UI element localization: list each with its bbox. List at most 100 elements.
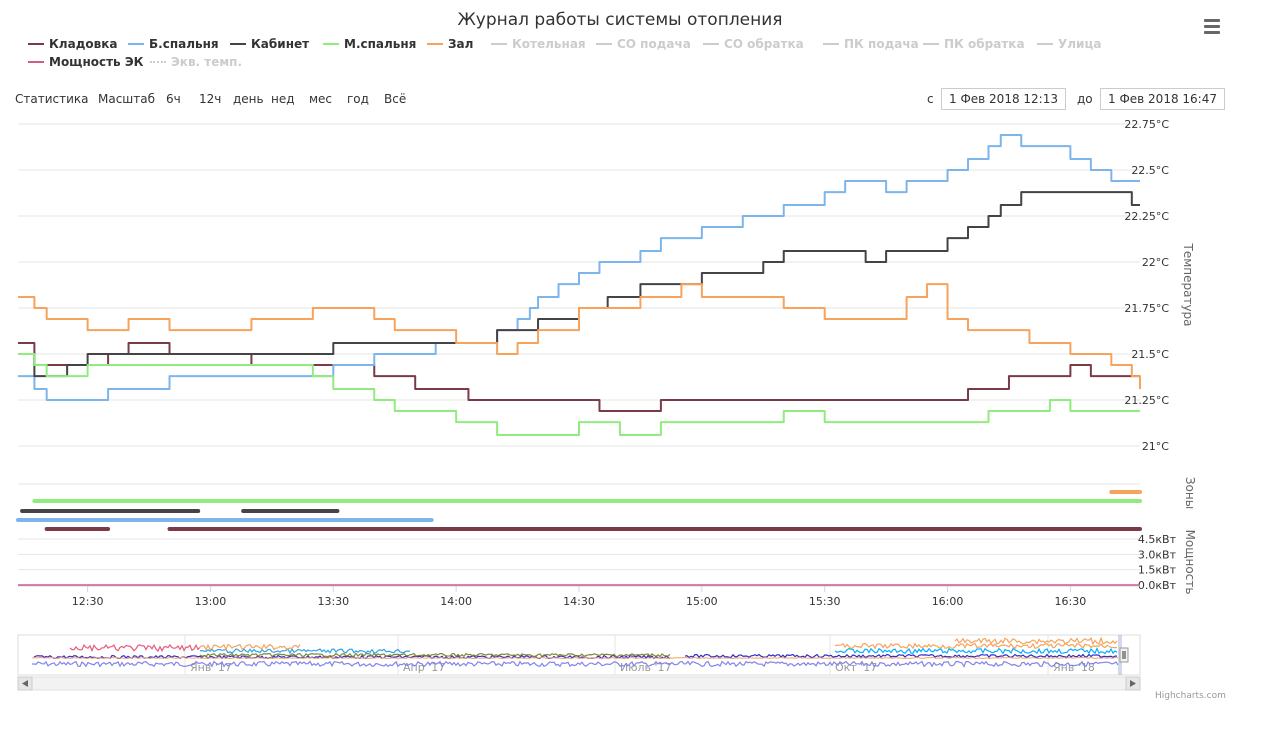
navigator-series-thumb	[684, 653, 1118, 659]
legend-symbol	[128, 42, 144, 45]
series-line-зал[interactable]	[18, 283, 1141, 389]
x-tick-label: 15:30	[809, 595, 841, 608]
navigator-handle[interactable]	[1119, 647, 1129, 663]
legend-item-со-подача[interactable]: СО подача	[596, 37, 691, 51]
x-tick-label: 14:00	[440, 595, 472, 608]
series-line-кабинет[interactable]	[18, 191, 1140, 378]
legend-symbol	[28, 60, 44, 63]
scrollbar-track[interactable]	[17, 676, 1141, 691]
legend-item-зал[interactable]: Зал	[427, 37, 473, 51]
to-date-input[interactable]: 1 Фев 2018 16:47	[1100, 88, 1225, 110]
legend-label: СО обратка	[724, 37, 804, 51]
stats-label[interactable]: Статистика	[15, 92, 89, 106]
legend-item-со-обратка[interactable]: СО обратка	[703, 37, 804, 51]
legend-item-кабинет[interactable]: Кабинет	[230, 37, 309, 51]
legend-label: Мощность ЭК	[49, 55, 144, 69]
series-line-м-спальня[interactable]	[18, 353, 1140, 436]
scroll-left-arrow-icon	[22, 680, 28, 687]
legend-symbol	[703, 42, 719, 45]
legend-symbol	[150, 60, 166, 63]
temp-tick-label: 22.25°C	[1124, 210, 1169, 223]
range-button-year[interactable]: год	[347, 92, 369, 106]
navigator-series-thumb	[69, 643, 201, 653]
x-tick-label: 16:00	[932, 595, 964, 608]
legend-label: Б.спальня	[149, 37, 219, 51]
navigator-series-thumb	[33, 654, 671, 660]
power-tick-label: 3.0кВт	[1138, 548, 1177, 561]
navigator-window[interactable]	[1118, 635, 1122, 675]
legend-symbol	[823, 42, 839, 45]
legend-item-экв-темп[interactable]: Экв. темп.	[150, 55, 242, 69]
temp-tick-label: 22.5°C	[1131, 164, 1169, 177]
zoom-label: Масштаб	[98, 92, 156, 106]
navigator-label: Янв '17	[190, 661, 232, 674]
x-tick-label: 13:00	[195, 595, 227, 608]
menu-icon[interactable]	[1202, 16, 1224, 36]
scrollbar-right-button[interactable]	[1125, 676, 1141, 691]
temp-tick-label: 21°C	[1142, 440, 1169, 453]
power-tick-label: 0.0кВт	[1138, 579, 1177, 592]
chart-title: Журнал работы системы отопления	[457, 10, 783, 30]
navigator-label: Янв '18	[1053, 661, 1095, 674]
legend-label: Котельная	[512, 37, 586, 51]
legend-label: СО подача	[617, 37, 691, 51]
legend-label: Экв. темп.	[171, 55, 243, 69]
legend-item-мощность-эк[interactable]: Мощность ЭК	[28, 55, 143, 69]
legend-symbol	[427, 42, 443, 45]
x-tick-label: 13:30	[317, 595, 349, 608]
legend-label: Кабинет	[251, 37, 310, 51]
legend-item-пк-подача[interactable]: ПК подача	[823, 37, 919, 51]
range-button-month[interactable]: мес	[309, 92, 333, 106]
temp-tick-label: 22.75°C	[1124, 118, 1169, 131]
credits-link[interactable]: Highcharts.com	[1155, 691, 1226, 701]
from-date-input[interactable]: 1 Фев 2018 12:13	[941, 88, 1066, 110]
from-label: с	[927, 92, 934, 106]
navigator-series-thumb	[834, 646, 1118, 655]
scroll-right-arrow-icon	[1130, 680, 1136, 687]
legend-symbol	[323, 42, 339, 45]
legend-label: Улица	[1058, 37, 1102, 51]
legend-symbol	[28, 42, 44, 45]
range-button-12h[interactable]: 12ч	[199, 92, 222, 106]
range-button-week[interactable]: нед	[271, 92, 295, 106]
navigator-label: Апр '17	[403, 661, 445, 674]
legend-symbol	[230, 42, 246, 45]
navigator-series-thumb	[954, 636, 1118, 646]
legend-label: Зал	[448, 37, 474, 51]
navigator-series-thumb	[199, 643, 301, 651]
temp-tick-label: 21.5°C	[1131, 348, 1169, 361]
navigator-label: Июль '17	[620, 661, 672, 674]
temp-tick-label: 22°C	[1142, 256, 1169, 269]
legend-label: М.спальня	[344, 37, 417, 51]
scrollbar-left-button[interactable]	[17, 676, 33, 691]
temp-tick-label: 21.25°C	[1124, 394, 1169, 407]
x-tick-label: 12:30	[72, 595, 104, 608]
x-tick-label: 14:30	[563, 595, 595, 608]
power-axis-title: Мощность	[1183, 530, 1197, 595]
x-tick-label: 15:00	[686, 595, 718, 608]
navigator-series-thumb	[31, 660, 1119, 668]
legend-item-кладовка[interactable]: Кладовка	[28, 37, 117, 51]
legend-label: ПК подача	[844, 37, 919, 51]
range-button-all[interactable]: Всё	[384, 92, 407, 106]
legend-label: Кладовка	[49, 37, 118, 51]
temp-tick-label: 21.75°C	[1124, 302, 1169, 315]
legend-item-улица[interactable]: Улица	[1037, 37, 1101, 51]
range-button-day[interactable]: день	[233, 92, 264, 106]
legend-item-б-спальня[interactable]: Б.спальня	[128, 37, 219, 51]
power-tick-label: 1.5кВт	[1138, 564, 1177, 577]
legend-item-котельная[interactable]: Котельная	[491, 37, 586, 51]
legend-item-пк-обратка[interactable]: ПК обратка	[923, 37, 1025, 51]
range-button-6h[interactable]: 6ч	[166, 92, 181, 106]
series-line-б-спальня[interactable]	[18, 134, 1140, 401]
temp-axis-title: Температура	[1181, 242, 1195, 326]
navigator[interactable]	[17, 634, 1141, 676]
navigator-series-thumb	[199, 647, 411, 655]
legend-item-м-спальня[interactable]: М.спальня	[323, 37, 416, 51]
navigator-series-thumb	[31, 656, 1119, 660]
navigator-label: Окт '17	[835, 661, 877, 674]
x-tick-label: 16:30	[1055, 595, 1087, 608]
legend-symbol	[923, 42, 939, 45]
series-line-кладовка[interactable]	[18, 341, 1140, 413]
